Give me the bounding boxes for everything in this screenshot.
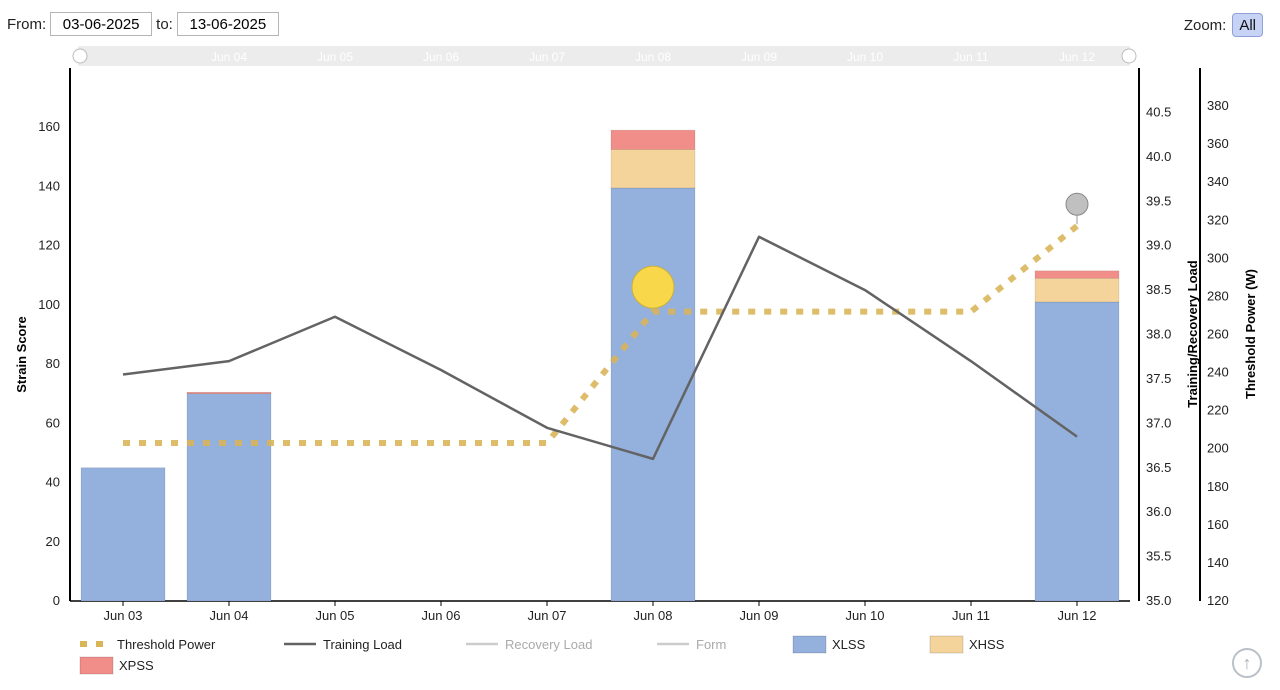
date-range: From: to: [7,12,283,36]
zoom-control: Zoom: All [1184,13,1263,37]
to-date-input[interactable] [176,12,279,36]
navigator-left-handle [72,48,88,64]
y-mid-tick-label: 37.0 [1146,415,1171,430]
legend-item-label[interactable]: Threshold Power [117,637,216,652]
scroll-top-button[interactable]: ↑ [1232,648,1262,678]
y-right-tick-label: 280 [1207,288,1229,303]
bar-xhss [1034,277,1120,303]
y-right-tick-label: 120 [1207,593,1229,608]
legend-item-label[interactable]: XLSS [832,637,866,652]
x-tick-label: Jun 07 [527,608,566,623]
bar-xpss [186,391,272,395]
legend-item-label[interactable]: XPSS [119,658,154,673]
y-mid-tick-label: 39.0 [1146,238,1171,253]
y-mid-tick-label: 38.0 [1146,327,1171,342]
navigator-label: Jun 10 [847,50,883,64]
from-label: From: [7,15,47,33]
y-left-tick-label: 140 [38,178,60,193]
x-tick-label: Jun 12 [1057,608,1096,623]
y-right-tick-label: 260 [1207,327,1229,342]
bar-xpss [610,129,696,150]
series-line-training-load [122,235,1078,461]
bar-xlss [610,187,696,602]
navigator-label: Jun 09 [741,50,777,64]
navigator-label: Jun 07 [529,50,565,64]
y-mid-tick-label: 40.0 [1146,149,1171,164]
y-left-tick-label: 120 [38,238,60,253]
y-left-tick-label: 160 [38,119,60,134]
x-tick-label: Jun 06 [421,608,460,623]
y-left-tick-label: 40 [46,475,60,490]
navigator-track [78,46,1130,66]
y-left-tick-label: 0 [53,593,60,608]
legend-symbol-box [929,635,964,654]
navigator-label: Jun 05 [317,50,353,64]
x-tick-label: Jun 04 [209,608,248,623]
y-mid-tick-label: 35.5 [1146,549,1171,564]
y-mid-tick-label: 35.0 [1146,593,1171,608]
y-mid-tick-label: 37.5 [1146,371,1171,386]
bar-xlss [186,393,272,602]
y-right-axis-title: Threshold Power (W) [1243,269,1258,399]
y-right-tick-label: 140 [1207,555,1229,570]
x-tick-label: Jun 05 [315,608,354,623]
y-right-tick-label: 340 [1207,174,1229,189]
y-mid-axis-title: Training/Recovery Load [1185,260,1200,407]
x-tick-label: Jun 03 [103,608,142,623]
legend-item-label[interactable]: Training Load [323,637,402,652]
legend-item-label[interactable]: XHSS [969,637,1005,652]
y-left-tick-label: 20 [46,534,60,549]
navigator-label: Jun 04 [211,50,247,64]
legend-symbol-box [79,656,114,675]
y-right-tick-label: 240 [1207,365,1229,380]
y-mid-tick-label: 40.5 [1146,104,1171,119]
arrow-up-icon: ↑ [1242,652,1252,673]
bar-xpss [1034,270,1120,279]
y-right-tick-label: 320 [1207,212,1229,227]
x-tick-label: Jun 09 [739,608,778,623]
bar-xlss [1034,301,1120,602]
y-right-tick-label: 200 [1207,441,1229,456]
legend-symbol-box [792,635,827,654]
navigator-label: Jun 12 [1059,50,1095,64]
x-tick-label: Jun 08 [633,608,672,623]
x-tick-label: Jun 11 [952,608,990,623]
y-mid-tick-label: 39.5 [1146,193,1171,208]
to-label: to: [156,15,173,33]
x-tick-label: Jun 10 [845,608,884,623]
navigator-right-handle [1121,48,1137,64]
zoom-all-button[interactable]: All [1232,13,1263,37]
navigator-label: Jun 11 [953,50,988,64]
legend-item-label[interactable]: Recovery Load [505,637,592,652]
y-mid-tick-label: 36.5 [1146,460,1171,475]
y-right-tick-label: 160 [1207,517,1229,532]
y-left-axis-title: Strain Score [14,316,29,393]
event-marker-large [631,265,675,309]
y-left-tick-label: 80 [46,356,60,371]
y-right-tick-label: 180 [1207,479,1229,494]
bar-xlss [80,467,166,602]
y-mid-tick-label: 38.5 [1146,282,1171,297]
navigator-label: Jun 06 [423,50,459,64]
y-left-tick-label: 100 [38,297,60,312]
bar-xhss [610,149,696,189]
y-right-tick-label: 220 [1207,403,1229,418]
from-date-input[interactable] [50,12,153,36]
y-mid-tick-label: 36.0 [1146,504,1171,519]
y-right-tick-label: 300 [1207,250,1229,265]
y-right-tick-label: 380 [1207,98,1229,113]
navigator-label: Jun 08 [635,50,671,64]
event-marker-pin [1065,192,1089,216]
zoom-label: Zoom: [1183,16,1227,34]
y-right-tick-label: 360 [1207,136,1229,151]
y-left-tick-label: 60 [46,415,60,430]
legend-item-label[interactable]: Form [696,637,726,652]
